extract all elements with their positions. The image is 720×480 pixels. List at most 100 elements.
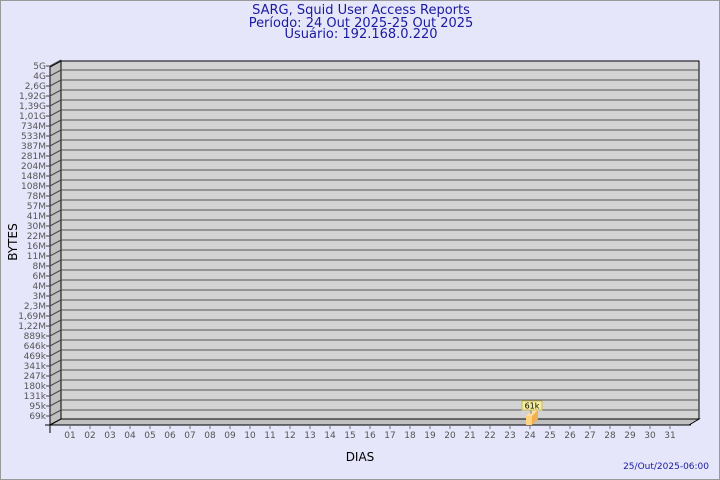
y-tick: [46, 219, 62, 227]
y-tick: [46, 329, 62, 337]
bar-data-label: 61k: [525, 402, 540, 411]
y-tick-label: 4M: [33, 282, 47, 292]
y-tick-label: 889k: [24, 332, 47, 342]
y-tick-label: 22M: [27, 232, 46, 242]
y-tick: [46, 339, 62, 347]
x-tick-label: 20: [444, 431, 456, 441]
x-tick-label: 09: [224, 431, 236, 441]
y-tick: [46, 379, 62, 387]
y-tick: [46, 209, 62, 217]
y-tick: [46, 99, 62, 107]
y-tick-label: 30M: [27, 222, 46, 232]
x-tick-label: 07: [184, 431, 195, 441]
x-tick-label: 13: [304, 431, 315, 441]
y-tick-label: 1,92G: [19, 92, 46, 102]
y-tick: [46, 259, 62, 267]
y-tick: [46, 319, 62, 327]
x-tick-label: 28: [604, 431, 616, 441]
y-tick: [46, 279, 62, 287]
x-tick-label: 18: [404, 431, 416, 441]
x-tick-label: 29: [624, 431, 636, 441]
y-tick: [46, 159, 62, 167]
y-tick: [46, 239, 62, 247]
bar-label-box: [521, 400, 543, 411]
y-tick-label: 3M: [33, 292, 47, 302]
y-tick-label: 2,3M: [24, 302, 46, 312]
y-tick: [46, 289, 62, 297]
x-tick-label: 16: [364, 431, 376, 441]
y-tick-label: 41M: [27, 212, 46, 222]
y-tick-label: 281M: [21, 152, 46, 162]
y-tick: [46, 309, 62, 317]
x-tick-label: 23: [504, 431, 515, 441]
plot-floor: [49, 418, 701, 426]
x-tick-label: 17: [384, 431, 395, 441]
y-tick-label: 148M: [21, 172, 46, 182]
y-tick: [46, 349, 62, 357]
x-tick-label: 11: [264, 431, 275, 441]
y-tick-label: 108M: [21, 182, 46, 192]
x-tick-label: 21: [464, 431, 475, 441]
y-tick-label: 533M: [21, 132, 46, 142]
y-tick: [46, 79, 62, 87]
y-tick: [46, 389, 62, 397]
y-tick-label: 204M: [21, 162, 46, 172]
chart-title: SARG, Squid User Access Reports: [252, 3, 470, 18]
y-tick-label: 180k: [24, 382, 47, 392]
chart-user: Usuário: 192.168.0.220: [284, 27, 438, 42]
y-tick: [46, 59, 62, 67]
x-tick-label: 25: [544, 431, 555, 441]
y-tick-label: 1,22M: [18, 322, 46, 332]
y-tick-label: 387M: [21, 142, 46, 152]
y-tick: [46, 129, 62, 137]
y-tick-label: 8M: [33, 262, 47, 272]
x-tick-label: 19: [424, 431, 436, 441]
y-tick: [46, 189, 62, 197]
y-tick: [46, 269, 62, 277]
y-tick-label: 247k: [24, 372, 47, 382]
y-tick-label: 5G: [33, 62, 46, 72]
x-tick-label: 22: [484, 431, 495, 441]
footer-timestamp: 25/Out/2025-06:00: [623, 462, 709, 472]
y-tick: [46, 149, 62, 157]
y-tick-label: 11M: [27, 252, 46, 262]
bar: [526, 416, 532, 425]
x-tick-label: 24: [524, 431, 536, 441]
x-tick-label: 04: [124, 431, 136, 441]
y-tick-label: 341k: [24, 362, 47, 372]
y-tick: [46, 369, 62, 377]
y-tick-label: 734M: [21, 122, 46, 132]
x-tick-label: 30: [644, 431, 656, 441]
chart-period: Período: 24 Out 2025-25 Out 2025: [248, 16, 474, 31]
y-tick: [46, 359, 62, 367]
y-tick-label: 69k: [29, 412, 46, 422]
y-tick-label: 469k: [24, 352, 47, 362]
y-tick: [46, 179, 62, 187]
x-tick-label: 05: [144, 431, 155, 441]
y-tick-label: 57M: [27, 202, 46, 212]
y-tick: [46, 69, 62, 77]
y-tick-label: 78M: [27, 192, 46, 202]
x-tick-label: 06: [164, 431, 176, 441]
x-tick-label: 14: [324, 431, 336, 441]
y-tick-label: 4G: [33, 72, 46, 82]
y-tick: [46, 299, 62, 307]
bar-top: [526, 410, 538, 416]
y-tick: [46, 89, 62, 97]
y-tick-label: 2,6G: [25, 82, 46, 92]
x-tick-label: 02: [84, 431, 95, 441]
y-axis-title: BYTES: [6, 223, 20, 260]
y-tick: [46, 249, 62, 257]
x-tick-label: 08: [204, 431, 216, 441]
x-tick-label: 12: [284, 431, 295, 441]
y-tick-label: 1,39G: [19, 102, 46, 112]
x-tick-label: 26: [564, 431, 576, 441]
x-tick-label: 10: [244, 431, 256, 441]
y-tick-label: 6M: [33, 272, 47, 282]
x-tick-label: 03: [104, 431, 115, 441]
y-tick: [46, 199, 62, 207]
bar-side: [532, 410, 538, 425]
y-tick-label: 646k: [24, 342, 47, 352]
